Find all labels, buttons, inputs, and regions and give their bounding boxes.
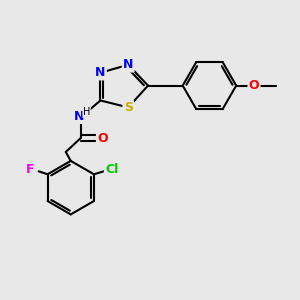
Text: H: H xyxy=(83,107,90,117)
Text: O: O xyxy=(249,79,259,92)
Text: S: S xyxy=(124,101,133,114)
Text: N: N xyxy=(74,110,84,123)
Text: O: O xyxy=(97,132,108,145)
Text: N: N xyxy=(95,66,106,79)
Text: N: N xyxy=(123,58,134,71)
Text: F: F xyxy=(26,163,34,176)
Text: Cl: Cl xyxy=(105,163,119,176)
